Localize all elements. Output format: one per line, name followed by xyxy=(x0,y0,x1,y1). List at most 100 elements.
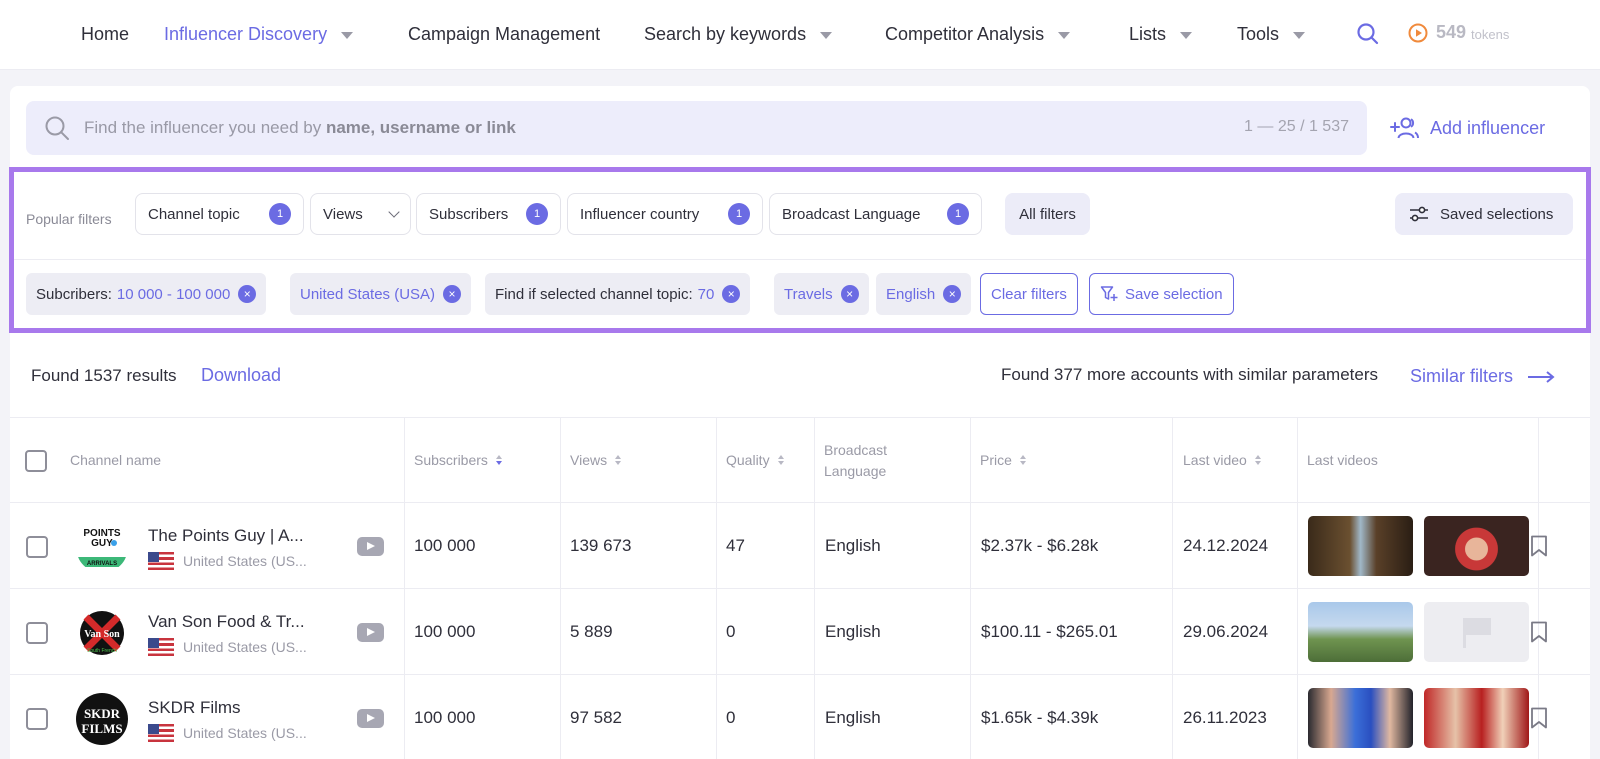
row-checkbox[interactable] xyxy=(26,622,48,644)
clear-filters-button[interactable]: Clear filters xyxy=(980,273,1078,315)
header-last-videos: Last videos xyxy=(1307,452,1378,468)
price-value: $100.11 - $265.01 xyxy=(981,622,1118,641)
svg-text:GUY: GUY xyxy=(91,538,113,549)
close-icon[interactable]: × xyxy=(238,285,257,303)
similar-filters-label: Similar filters xyxy=(1410,366,1514,386)
row-checkbox[interactable] xyxy=(26,708,48,730)
nav-influencer-discovery[interactable]: Influencer Discovery xyxy=(164,24,354,45)
saved-selections-button[interactable]: Saved selections xyxy=(1395,193,1573,235)
active-filter-travels: Travels × xyxy=(774,273,869,315)
language-value: English xyxy=(825,708,881,727)
nav-search-by-keywords[interactable]: Search by keywords xyxy=(644,24,833,45)
active-filter-subscribers: Subcribers: 10 000 - 100 000 × xyxy=(26,273,267,315)
header-last-video[interactable]: Last video xyxy=(1183,452,1261,468)
bookmark-icon[interactable] xyxy=(1530,621,1548,643)
filter-influencer-country[interactable]: Influencer country 1 xyxy=(567,193,763,235)
views-value: 5 889 xyxy=(570,622,613,641)
header-subscribers[interactable]: Subscribers xyxy=(414,452,502,468)
channel-name[interactable]: The Points Guy | A... xyxy=(148,526,304,545)
select-all-checkbox[interactable] xyxy=(25,450,47,472)
filter-count-badge: 1 xyxy=(526,203,548,225)
nav-competitor-analysis[interactable]: Competitor Analysis xyxy=(885,24,1071,45)
bookmark-icon[interactable] xyxy=(1530,707,1548,729)
chip-value: 10 000 - 100 000 xyxy=(116,285,231,303)
header-label: Subscribers xyxy=(414,452,488,468)
youtube-icon[interactable] xyxy=(357,537,384,556)
header-quality[interactable]: Quality xyxy=(726,452,784,468)
table-row[interactable]: SKDR FILMS SKDR Films United States (US..… xyxy=(10,675,1590,759)
language-value: English xyxy=(825,622,881,641)
filter-subscribers[interactable]: Subscribers 1 xyxy=(416,193,561,235)
svg-text:FILMS: FILMS xyxy=(81,721,122,736)
chevron-down-icon xyxy=(1058,32,1071,39)
add-influencer-label: Add influencer xyxy=(1430,117,1546,138)
country-label: United States (US... xyxy=(183,553,307,569)
active-filter-english: English × xyxy=(876,273,972,315)
video-thumbnail[interactable] xyxy=(1308,688,1413,748)
all-filters-button[interactable]: All filters xyxy=(1005,193,1090,235)
filter-broadcast-language[interactable]: Broadcast Language 1 xyxy=(769,193,982,235)
results-range: 1 — 25 / 1 537 xyxy=(1244,118,1349,135)
placeholder-prefix: Find the influencer you need by xyxy=(84,118,326,137)
chevron-down-icon xyxy=(820,32,833,39)
filter-views[interactable]: Views xyxy=(310,193,411,235)
nav-home[interactable]: Home xyxy=(81,24,129,45)
header-label: Last video xyxy=(1183,452,1247,468)
svg-text:SKDR: SKDR xyxy=(84,706,121,721)
channel-name[interactable]: SKDR Films xyxy=(148,698,241,717)
nav-discovery-label: Influencer Discovery xyxy=(164,24,328,44)
price-value: $1.65k - $4.39k xyxy=(981,708,1099,727)
close-icon[interactable]: × xyxy=(443,285,462,303)
nav-tools[interactable]: Tools xyxy=(1237,24,1306,45)
table-row[interactable]: POINTS GUY ARRIVALS The Points Guy | A... … xyxy=(10,503,1590,589)
chip-value: English xyxy=(886,285,936,303)
tokens-balance[interactable]: 549 tokens xyxy=(1408,22,1509,43)
close-icon[interactable]: × xyxy=(840,285,859,303)
influencer-search-input[interactable]: Find the influencer you need by name, us… xyxy=(26,101,1367,155)
row-checkbox[interactable] xyxy=(26,536,48,558)
nav-campaign-management[interactable]: Campaign Management xyxy=(408,24,600,45)
close-icon[interactable]: × xyxy=(722,285,741,303)
svg-text:ARRIVALS: ARRIVALS xyxy=(87,561,117,567)
close-icon[interactable]: × xyxy=(943,285,962,303)
views-value: 97 582 xyxy=(570,708,622,727)
active-filter-country: United States (USA) × xyxy=(290,273,472,315)
save-selection-button[interactable]: Save selection xyxy=(1089,273,1234,315)
filter-count-badge: 1 xyxy=(947,203,969,225)
filters-panel: Popular filters Channel topic 1 Views Su… xyxy=(9,167,1591,333)
video-thumbnail[interactable] xyxy=(1424,516,1529,576)
similar-accounts-text: Found 377 more accounts with similar par… xyxy=(1001,365,1378,384)
header-views[interactable]: Views xyxy=(570,452,622,468)
results-count: Found 1537 results xyxy=(31,366,177,385)
header-label: Price xyxy=(980,452,1012,468)
arrow-right-icon xyxy=(1528,370,1555,383)
nav-tools-label: Tools xyxy=(1237,24,1280,44)
nav-lists[interactable]: Lists xyxy=(1129,24,1193,45)
video-thumbnail[interactable] xyxy=(1308,516,1413,576)
add-influencer-button[interactable]: Add influencer xyxy=(1388,116,1545,140)
channel-name[interactable]: Van Son Food & Tr... xyxy=(148,612,305,631)
download-link[interactable]: Download xyxy=(201,365,282,385)
nav-lists-label: Lists xyxy=(1129,24,1167,44)
bookmark-icon[interactable] xyxy=(1530,535,1548,557)
filter-channel-topic[interactable]: Channel topic 1 xyxy=(135,193,304,235)
similar-filters-button[interactable]: Similar filters xyxy=(1410,366,1555,387)
svg-text:Van Son: Van Son xyxy=(84,629,120,640)
language-value: English xyxy=(825,536,881,555)
search-icon[interactable] xyxy=(1356,22,1380,46)
youtube-icon[interactable] xyxy=(357,709,384,728)
youtube-icon[interactable] xyxy=(357,623,384,642)
video-thumbnail[interactable] xyxy=(1424,688,1529,748)
video-thumbnail[interactable] xyxy=(1308,602,1413,662)
filter-plus-icon xyxy=(1100,286,1118,301)
filter-channel-topic-label: Channel topic xyxy=(148,205,240,223)
price-value: $2.37k - $6.28k xyxy=(981,536,1099,555)
header-price[interactable]: Price xyxy=(980,452,1026,468)
table-row[interactable]: Van Son South French Van Son Food & Tr...… xyxy=(10,589,1590,675)
chevron-down-icon xyxy=(1293,32,1306,39)
filters-divider xyxy=(14,259,1586,260)
sort-icon xyxy=(495,455,502,465)
sort-icon xyxy=(1254,455,1261,465)
views-value: 139 673 xyxy=(570,536,632,555)
header-channel-name: Channel name xyxy=(70,452,161,468)
